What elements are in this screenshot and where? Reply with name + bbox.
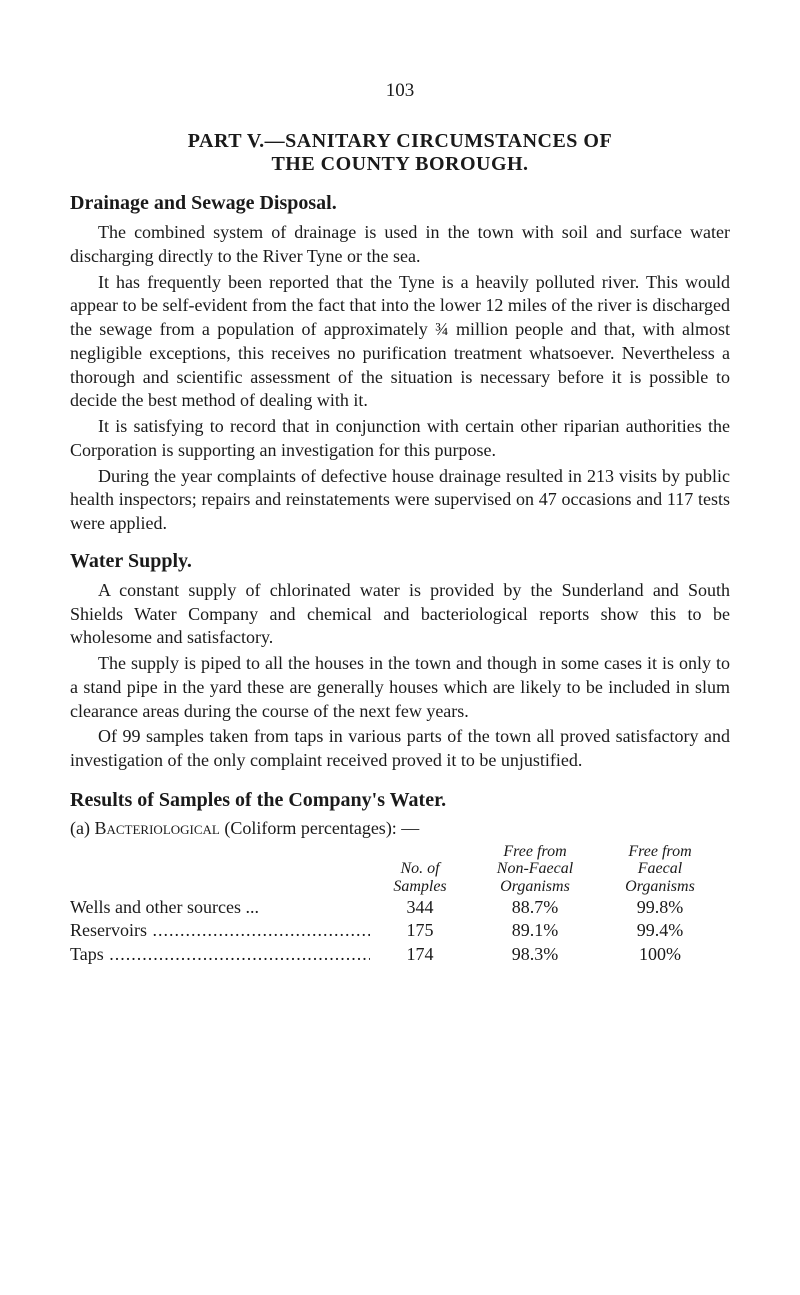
- header-text: No. of: [400, 860, 439, 878]
- row-samples: 174: [370, 943, 470, 967]
- paragraph: A constant supply of chlorinated water i…: [70, 579, 730, 650]
- header-text: Free from: [503, 843, 566, 861]
- results-table: No. of Samples Free from Non-Faecal Orga…: [70, 843, 730, 967]
- paragraph: Of 99 samples taken from taps in various…: [70, 725, 730, 773]
- col-header-label: [70, 843, 370, 896]
- paragraph: It has frequently been reported that the…: [70, 271, 730, 414]
- section-header-water: Water Supply.: [70, 550, 730, 573]
- row-label-text: Taps: [70, 944, 104, 964]
- col-header-samples: No. of Samples: [370, 843, 470, 896]
- col-header-nonfaecal: Free from Non-Faecal Organisms: [470, 843, 600, 896]
- paragraph: The combined system of drainage is used …: [70, 221, 730, 269]
- table-header-row: No. of Samples Free from Non-Faecal Orga…: [70, 843, 730, 896]
- header-text: Organisms: [625, 878, 695, 896]
- leader-dots: [147, 920, 370, 940]
- row-samples: 344: [370, 896, 470, 920]
- row-samples: 175: [370, 919, 470, 943]
- paragraph: The supply is piped to all the houses in…: [70, 652, 730, 723]
- leader-dots: [104, 944, 370, 964]
- page-number: 103: [70, 80, 730, 102]
- col-header-faecal: Free from Faecal Organisms: [600, 843, 720, 896]
- header-text: Non-Faecal: [497, 860, 573, 878]
- header-text: [418, 843, 422, 861]
- row-label: Reservoirs: [70, 919, 370, 943]
- title-line-2: THE COUNTY BOROUGH.: [70, 153, 730, 176]
- table-row: Taps 174 98.3% 100%: [70, 943, 730, 967]
- row-faecal: 100%: [600, 943, 720, 967]
- sub-suffix: (Coliform percentages): —: [220, 818, 419, 838]
- row-nonfaecal: 88.7%: [470, 896, 600, 920]
- title-block: PART V.—SANITARY CIRCUMSTANCES OF THE CO…: [70, 130, 730, 176]
- section-header-results: Results of Samples of the Company's Wate…: [70, 789, 730, 812]
- title-line-1: PART V.—SANITARY CIRCUMSTANCES OF: [70, 130, 730, 153]
- header-text: Free from: [628, 843, 691, 861]
- subsection-line: (a) Bacteriological (Coliform percentage…: [70, 818, 730, 839]
- header-text: Samples: [393, 878, 446, 896]
- sub-prefix: (a): [70, 818, 94, 838]
- row-faecal: 99.8%: [600, 896, 720, 920]
- row-label-text: Reservoirs: [70, 920, 147, 940]
- row-label: Wells and other sources ...: [70, 896, 370, 920]
- header-text: Faecal: [638, 860, 682, 878]
- row-faecal: 99.4%: [600, 919, 720, 943]
- row-nonfaecal: 89.1%: [470, 919, 600, 943]
- row-nonfaecal: 98.3%: [470, 943, 600, 967]
- paragraph: It is satisfying to record that in conju…: [70, 415, 730, 463]
- paragraph: During the year complaints of defective …: [70, 465, 730, 536]
- table-row: Reservoirs 175 89.1% 99.4%: [70, 919, 730, 943]
- table-row: Wells and other sources ... 344 88.7% 99…: [70, 896, 730, 920]
- row-label: Taps: [70, 943, 370, 967]
- header-text: Organisms: [500, 878, 570, 896]
- section-header-drainage: Drainage and Sewage Disposal.: [70, 192, 730, 215]
- sub-smallcaps: Bacteriological: [94, 818, 219, 838]
